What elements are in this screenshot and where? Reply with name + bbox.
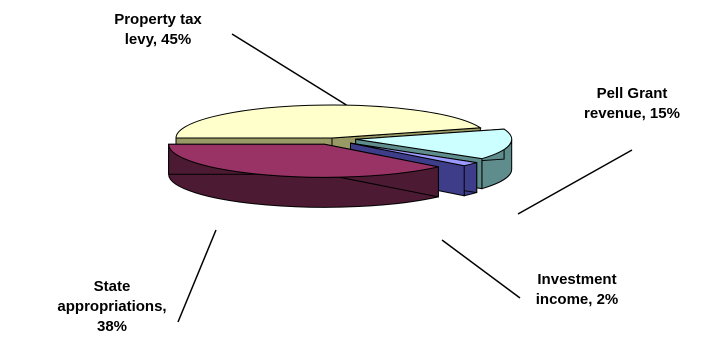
pie-tops	[168, 104, 513, 178]
slice-top-pell-grant-revenue	[355, 128, 513, 160]
leader-line-pell-grant-revenue	[517, 149, 633, 215]
leader-lines	[177, 33, 633, 323]
label-investment-income: Investment income, 2%	[535, 271, 619, 308]
leader-line-investment-income	[441, 239, 521, 299]
label-state-appropriations: State appropriations, 38%	[57, 278, 167, 335]
slice-top-investment-income	[350, 142, 477, 167]
slice-top-state-appropriations	[168, 143, 439, 178]
label-property-tax-levy: Property tax levy, 45%	[114, 11, 202, 48]
leader-line-property-tax-levy	[231, 33, 349, 107]
leader-line-state-appropriations	[177, 229, 217, 323]
label-pell-grant-revenue: Pell Grant revenue, 15%	[584, 85, 680, 122]
slice-top-property-tax-levy	[175, 104, 482, 139]
